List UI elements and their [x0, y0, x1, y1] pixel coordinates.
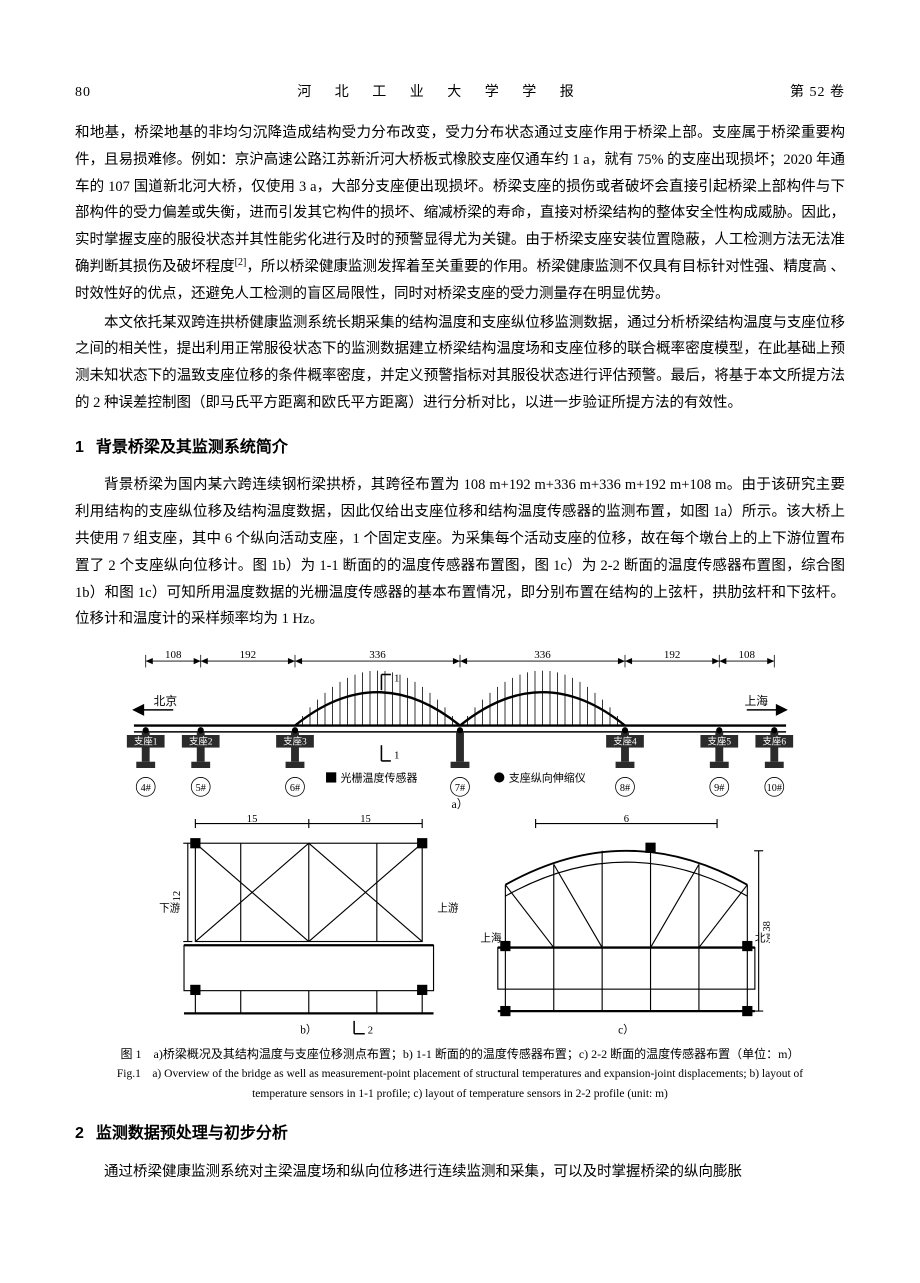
section-title: 背景桥梁及其监测系统简介: [96, 439, 288, 456]
svg-text:336: 336: [369, 649, 386, 661]
figure-1-caption-cn: 图 1 a)桥梁概况及其结构温度与支座位移测点布置；b) 1-1 断面的的温度传…: [75, 1045, 845, 1064]
paragraph-4: 通过桥梁健康监测系统对主梁温度场和纵向位移进行连续监测和采集，可以及时掌握桥梁的…: [75, 1159, 845, 1186]
section-1-heading: 1 背景桥梁及其监测系统简介: [75, 433, 845, 463]
svg-text:c）: c）: [618, 1024, 634, 1037]
svg-text:北京: 北京: [154, 694, 178, 708]
svg-text:15: 15: [247, 814, 258, 825]
svg-text:上海: 上海: [744, 694, 768, 708]
paragraph-1: 和地基，桥梁地基的非均匀沉降造成结构受力分布改变，受力分布状态通过支座作用于桥梁…: [75, 120, 845, 308]
svg-text:2: 2: [368, 1026, 373, 1037]
svg-text:6: 6: [624, 814, 629, 825]
figure-1-caption-en-2: temperature sensors in 1-1 profile; c) l…: [75, 1086, 845, 1103]
svg-text:支座5: 支座5: [708, 736, 732, 748]
section-number: 1: [75, 439, 84, 456]
page-header: 80 河 北 工 业 大 学 学 报 第 52 卷: [75, 80, 845, 106]
svg-text:108: 108: [165, 649, 182, 661]
svg-text:12: 12: [172, 891, 183, 902]
figure-1: 108 192 336 336 192 108 4# 5# 6# 7# 8# 9# 10# 支座1 支座2 支…: [75, 647, 845, 1103]
page-number: 80: [75, 80, 91, 106]
svg-text:支座4: 支座4: [613, 736, 637, 748]
paragraph-3: 背景桥梁为国内某六跨连续钢桁梁拱桥，其跨径布置为 108 m+192 m+336…: [75, 472, 845, 633]
svg-text:支座3: 支座3: [283, 736, 307, 748]
figure-1bc-svg: 15 15 12下游 上游 2 b）: [150, 812, 770, 1037]
svg-text:a）: a）: [451, 797, 468, 811]
svg-text:38: 38: [762, 921, 770, 932]
svg-text:4#: 4#: [141, 783, 151, 794]
svg-text:9#: 9#: [714, 783, 724, 794]
svg-text:上游: 上游: [437, 902, 459, 915]
figure-1a-svg: 108 192 336 336 192 108 4# 5# 6# 7# 8# 9# 10# 支座1 支座2 支…: [90, 647, 830, 812]
svg-text:15: 15: [360, 814, 371, 825]
svg-text:支座纵向伸缩仪: 支座纵向伸缩仪: [509, 771, 586, 785]
svg-text:1: 1: [394, 750, 400, 762]
svg-text:192: 192: [240, 649, 256, 661]
svg-text:7#: 7#: [455, 783, 465, 794]
svg-text:b）: b）: [300, 1024, 317, 1037]
svg-text:下游: 下游: [159, 902, 181, 915]
citation-ref: [2]: [235, 257, 247, 268]
volume-label: 第 52 卷: [790, 80, 845, 106]
section-2-heading: 2 监测数据预处理与初步分析: [75, 1119, 845, 1149]
svg-text:北京: 北京: [755, 932, 770, 945]
svg-text:支座1: 支座1: [134, 736, 158, 748]
paragraph-2: 本文依托某双跨连拱桥健康监测系统长期采集的结构温度和支座纵位移监测数据，通过分析…: [75, 310, 845, 417]
svg-text:6#: 6#: [290, 783, 300, 794]
journal-title: 河 北 工 业 大 学 学 报: [297, 80, 584, 106]
figure-1-caption-en-1: Fig.1 a) Overview of the bridge as well …: [75, 1066, 845, 1083]
svg-text:8#: 8#: [620, 783, 630, 794]
svg-text:光栅温度传感器: 光栅温度传感器: [341, 771, 418, 785]
svg-text:10#: 10#: [767, 783, 782, 794]
svg-text:支座6: 支座6: [763, 736, 787, 748]
section-number: 2: [75, 1125, 84, 1142]
svg-text:1: 1: [394, 673, 400, 685]
svg-text:支座2: 支座2: [189, 736, 213, 748]
svg-text:336: 336: [534, 649, 551, 661]
section-title: 监测数据预处理与初步分析: [96, 1125, 288, 1142]
svg-text:5#: 5#: [196, 783, 206, 794]
svg-text:192: 192: [664, 649, 681, 661]
svg-text:上海: 上海: [480, 932, 502, 945]
svg-text:108: 108: [739, 649, 756, 661]
